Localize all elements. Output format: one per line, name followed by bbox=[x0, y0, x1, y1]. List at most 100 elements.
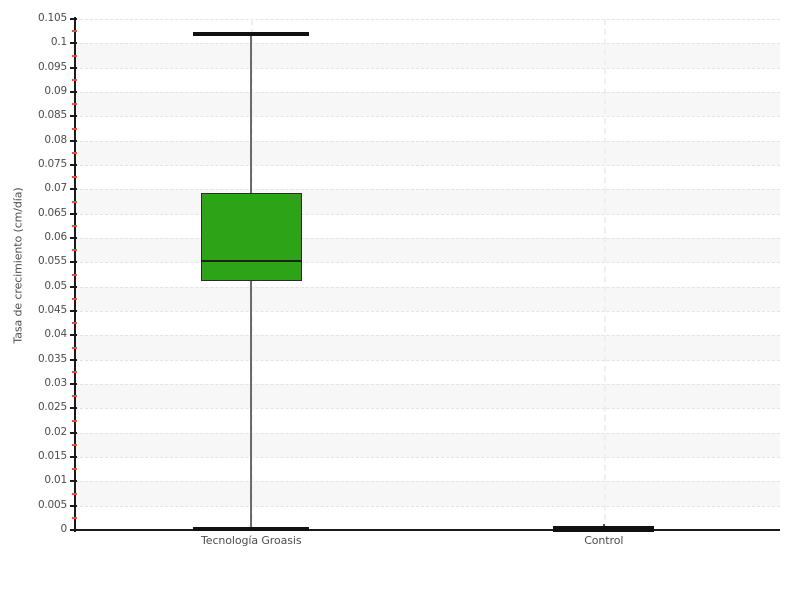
y-tick-label: 0.025 bbox=[37, 401, 67, 414]
gridline-horizontal bbox=[75, 213, 780, 215]
y-tick-minor bbox=[72, 224, 77, 227]
boxplot-cap-upper-1 bbox=[193, 31, 310, 36]
y-tick-major bbox=[70, 188, 77, 191]
y-tick-label: 0 bbox=[60, 523, 68, 535]
y-tick-major bbox=[70, 358, 77, 361]
gridline-horizontal bbox=[75, 505, 780, 507]
gridline-horizontal bbox=[75, 189, 780, 191]
y-tick-minor bbox=[72, 346, 77, 349]
y-tick-major bbox=[70, 18, 77, 20]
y-tick-major bbox=[70, 42, 77, 45]
y-tick-major bbox=[70, 529, 77, 531]
plot-area bbox=[75, 19, 780, 531]
y-axis-title-label: Tasa de crecimiento (cm/día) bbox=[11, 186, 25, 344]
x-tick-label: Tecnología Groasis bbox=[201, 534, 302, 547]
gridline-horizontal bbox=[75, 384, 780, 385]
y-tick-major bbox=[70, 407, 77, 410]
y-tick-label: 0.045 bbox=[37, 304, 67, 316]
y-tick-major bbox=[70, 139, 77, 142]
plot-band bbox=[75, 238, 780, 263]
plot-band bbox=[75, 384, 780, 409]
y-tick-major bbox=[70, 504, 77, 507]
y-tick-minor bbox=[72, 30, 77, 33]
y-tick-minor bbox=[72, 419, 77, 422]
y-tick-label: 0.055 bbox=[37, 255, 67, 268]
y-tick-minor bbox=[72, 395, 77, 398]
gridline-horizontal bbox=[75, 238, 780, 239]
y-tick-minor bbox=[72, 443, 77, 446]
y-tick-major bbox=[70, 164, 77, 166]
boxplot-box-2 bbox=[553, 525, 655, 532]
y-tick-major bbox=[70, 383, 77, 385]
y-tick-minor bbox=[72, 468, 77, 471]
gridline-horizontal bbox=[75, 359, 780, 361]
y-tick-label: 0.04 bbox=[44, 328, 67, 341]
boxplot-median-1 bbox=[200, 259, 302, 263]
y-tick-minor bbox=[72, 516, 77, 519]
gridline-horizontal bbox=[75, 408, 780, 410]
y-tick-major bbox=[70, 456, 77, 458]
plot-band bbox=[75, 286, 780, 311]
y-tick-label: 0.105 bbox=[37, 12, 67, 24]
plot-band bbox=[75, 140, 780, 165]
plot-band bbox=[75, 43, 780, 68]
y-tick-major bbox=[70, 431, 77, 434]
y-tick-label: 0.035 bbox=[37, 352, 67, 365]
y-tick-minor bbox=[72, 200, 77, 203]
x-tick-label: Control bbox=[584, 534, 624, 547]
y-tick-minor bbox=[72, 273, 77, 276]
y-tick-minor bbox=[72, 370, 77, 373]
gridline-vertical bbox=[603, 19, 606, 530]
y-tick-minor bbox=[72, 249, 77, 252]
y-tick-label: 0.015 bbox=[37, 450, 67, 462]
y-tick-major bbox=[70, 237, 77, 239]
y-tick-label: 0.06 bbox=[44, 231, 67, 243]
y-tick-label: 0.01 bbox=[44, 474, 67, 487]
x-axis-line bbox=[74, 529, 780, 531]
y-tick-label: 0.005 bbox=[37, 498, 67, 511]
y-tick-label: 0.095 bbox=[37, 60, 67, 73]
y-tick-major bbox=[70, 91, 77, 93]
gridline-horizontal bbox=[75, 262, 780, 264]
plot-band bbox=[75, 432, 780, 457]
y-tick-label: 0.07 bbox=[44, 182, 67, 195]
y-tick-major bbox=[70, 212, 77, 215]
y-tick-label: 0.1 bbox=[50, 36, 67, 49]
y-tick-label: 0.065 bbox=[37, 206, 67, 219]
y-tick-major bbox=[70, 310, 77, 312]
y-tick-label: 0.02 bbox=[44, 425, 67, 438]
y-tick-major bbox=[70, 261, 77, 264]
plot-band bbox=[75, 335, 780, 360]
gridline-horizontal bbox=[75, 43, 780, 45]
y-tick-label: 0.075 bbox=[37, 158, 67, 170]
gridline-horizontal bbox=[75, 457, 780, 458]
y-tick-major bbox=[70, 66, 77, 69]
boxplot-whisker-line-1 bbox=[250, 33, 253, 530]
y-tick-minor bbox=[72, 297, 77, 300]
y-tick-minor bbox=[72, 176, 77, 179]
boxplot-box-1 bbox=[200, 192, 302, 281]
y-tick-label: 0.08 bbox=[44, 133, 67, 146]
y-tick-minor bbox=[72, 78, 77, 81]
gridline-horizontal bbox=[75, 311, 780, 312]
boxplot-cap-lower-1 bbox=[193, 527, 310, 531]
gridline-horizontal bbox=[75, 92, 780, 93]
y-tick-major bbox=[70, 285, 77, 288]
y-tick-minor bbox=[72, 151, 77, 154]
y-tick-minor bbox=[72, 492, 77, 495]
plot-band bbox=[75, 189, 780, 214]
gridline-horizontal bbox=[75, 432, 780, 434]
y-tick-major bbox=[70, 334, 77, 337]
plot-band bbox=[75, 481, 780, 506]
gridline-horizontal bbox=[75, 165, 780, 166]
y-tick-label: 0.09 bbox=[44, 85, 67, 97]
gridline-horizontal bbox=[75, 67, 780, 69]
y-axis-title: Tasa de crecimiento (cm/día) bbox=[10, 0, 26, 530]
y-tick-minor bbox=[72, 322, 77, 325]
y-tick-minor bbox=[72, 103, 77, 106]
y-tick-minor bbox=[72, 54, 77, 57]
y-tick-label: 0.05 bbox=[44, 279, 67, 292]
gridline-horizontal bbox=[75, 286, 780, 288]
y-tick-label: 0.03 bbox=[44, 377, 67, 389]
